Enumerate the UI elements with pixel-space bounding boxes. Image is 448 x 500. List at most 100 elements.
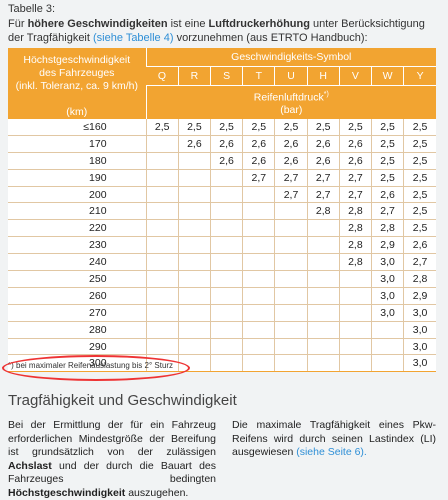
pressure-cell <box>209 169 243 187</box>
pressure-cell <box>209 321 243 339</box>
table-row: ≤160 2,5 2,5 2,5 2,5 2,5 2,5 2,5 2,5 2,5 <box>8 119 436 136</box>
left-bold-1: Achslast <box>8 459 52 472</box>
table-row: 220 2,8 2,8 2,5 <box>8 219 436 238</box>
symbol-header: Geschwindigkeits-Symbol <box>145 48 436 67</box>
table-row: 200 2,7 2,7 2,7 2,6 2,5 <box>8 186 436 204</box>
pressure-cell <box>177 186 211 204</box>
pressure-cell <box>370 338 404 356</box>
pressure-cell <box>242 287 275 305</box>
table-4-link[interactable]: (siehe Tabelle 4) <box>93 32 174 44</box>
pressure-cell <box>306 338 340 356</box>
pressure-cell: 2,8 <box>306 202 340 221</box>
speed-cell: 250 <box>8 270 147 288</box>
pressure-cell <box>177 202 211 221</box>
symbol-cell: Y <box>403 66 436 87</box>
pressure-cell: 2,5 <box>209 119 243 136</box>
pressure-cell <box>242 236 275 255</box>
section-title: Tragfähigkeit und Geschwindigkeit <box>8 392 237 409</box>
pressure-cell: 3,0 <box>403 321 436 339</box>
left-paragraph: Bei der Ermittlung der für ein Fahrzeug … <box>8 419 216 500</box>
speed-cell: 230 <box>8 236 147 255</box>
pressure-cell <box>145 287 179 305</box>
intro-bold-2: Luftdruckerhöhung <box>208 18 310 30</box>
symbol-cell: Q <box>146 66 179 87</box>
right-text-1: Die maximale Tragfähigkeit eines Pkw-Rei… <box>232 419 436 458</box>
table-body: ≤160 2,5 2,5 2,5 2,5 2,5 2,5 2,5 2,5 2,5 170 2,6 2,6… <box>8 119 436 373</box>
pressure-cell <box>145 202 179 221</box>
pressure-cell: 2,5 <box>338 119 372 136</box>
table-row: 280 3,0 <box>8 321 436 339</box>
pressure-cell <box>242 202 275 221</box>
pressure-cell: 2,5 <box>403 119 436 136</box>
left-text-1: Bei der Ermittlung der für ein Fahrzeug … <box>8 419 216 458</box>
pressure-cell <box>209 270 243 288</box>
pressure-cell: 2,5 <box>274 119 308 136</box>
pressure-unit: (bar) <box>280 104 303 117</box>
pressure-cell: 2,8 <box>338 236 372 255</box>
pressure-cell: 2,5 <box>370 152 404 170</box>
pressure-cell: 2,6 <box>209 135 243 153</box>
pressure-cell <box>242 253 275 272</box>
annotation-oval <box>2 355 190 381</box>
pressure-footnote-marker: *) <box>323 90 329 98</box>
pressure-cell <box>338 287 372 305</box>
pressure-cell <box>306 321 340 339</box>
table-row: 170 2,6 2,6 2,6 2,6 2,6 2,6 2,5 2,5 <box>8 135 436 153</box>
left-text-3: auszugehen. <box>125 486 189 499</box>
pressure-cell <box>145 169 179 187</box>
pressure-cell <box>306 287 340 305</box>
pressure-cell <box>145 304 179 322</box>
pressure-cell <box>306 236 340 255</box>
speed-cell: 200 <box>8 186 147 204</box>
left-text-2: und der durch die Bauart des Fahrzeuges … <box>8 459 216 486</box>
pressure-cell: 2,7 <box>306 169 340 187</box>
pressure-cell <box>145 321 179 339</box>
intro-bold-1: höhere Geschwindigkeiten <box>27 18 168 30</box>
pressure-cell: 2,6 <box>306 135 340 153</box>
pressure-cell <box>177 253 211 272</box>
pressure-cell <box>177 236 211 255</box>
table-row: 240 2,8 3,0 2,7 <box>8 253 436 272</box>
pressure-cell <box>338 354 372 373</box>
pressure-cell: 3,0 <box>403 304 436 322</box>
pressure-cell: 2,5 <box>370 119 404 136</box>
page-6-link[interactable]: (siehe Seite 6). <box>296 446 367 458</box>
pressure-cell: 3,0 <box>370 287 404 305</box>
table-row: 230 2,8 2,9 2,6 <box>8 236 436 255</box>
pressure-cell: 2,5 <box>177 119 211 136</box>
pressure-cell <box>338 321 372 339</box>
symbol-cell: V <box>338 66 372 87</box>
pressure-cell <box>274 338 308 356</box>
pressure-cell <box>274 202 308 221</box>
pressure-cell: 2,6 <box>274 135 308 153</box>
pressure-cell <box>177 152 211 170</box>
speed-cell: 290 <box>8 338 147 356</box>
symbol-cell: S <box>209 66 243 87</box>
pressure-cell <box>242 338 275 356</box>
pressure-cell <box>242 354 275 373</box>
pressure-cell <box>177 287 211 305</box>
pressure-cell: 2,6 <box>403 236 436 255</box>
pressure-cell: 2,6 <box>209 152 243 170</box>
pressure-cell: 2,5 <box>370 169 404 187</box>
table-row: 180 2,6 2,6 2,6 2,6 2,6 2,5 2,5 <box>8 152 436 170</box>
speed-cell: ≤160 <box>8 119 147 136</box>
pressure-cell: 2,7 <box>370 202 404 221</box>
pressure-cell <box>274 304 308 322</box>
pressure-cell: 2,6 <box>338 152 372 170</box>
pressure-cell <box>177 270 211 288</box>
pressure-cell <box>177 304 211 322</box>
pressure-table: Höchstgeschwindigkeit des Fahrzeuges (in… <box>8 48 436 373</box>
pressure-cell <box>242 304 275 322</box>
pressure-cell: 2,8 <box>403 270 436 288</box>
pressure-cell: 2,5 <box>403 219 436 238</box>
pressure-cell: 2,6 <box>242 152 275 170</box>
table-row: 290 3,0 <box>8 338 436 356</box>
speed-header-line-3: (inkl. Toleranz, ca. 9 km/h) <box>15 80 138 92</box>
pressure-cell: 2,9 <box>370 236 404 255</box>
speed-cell: 180 <box>8 152 147 170</box>
pressure-cell: 2,9 <box>403 287 436 305</box>
pressure-cell: 3,0 <box>403 338 436 356</box>
table-row: 270 3,0 3,0 <box>8 304 436 322</box>
